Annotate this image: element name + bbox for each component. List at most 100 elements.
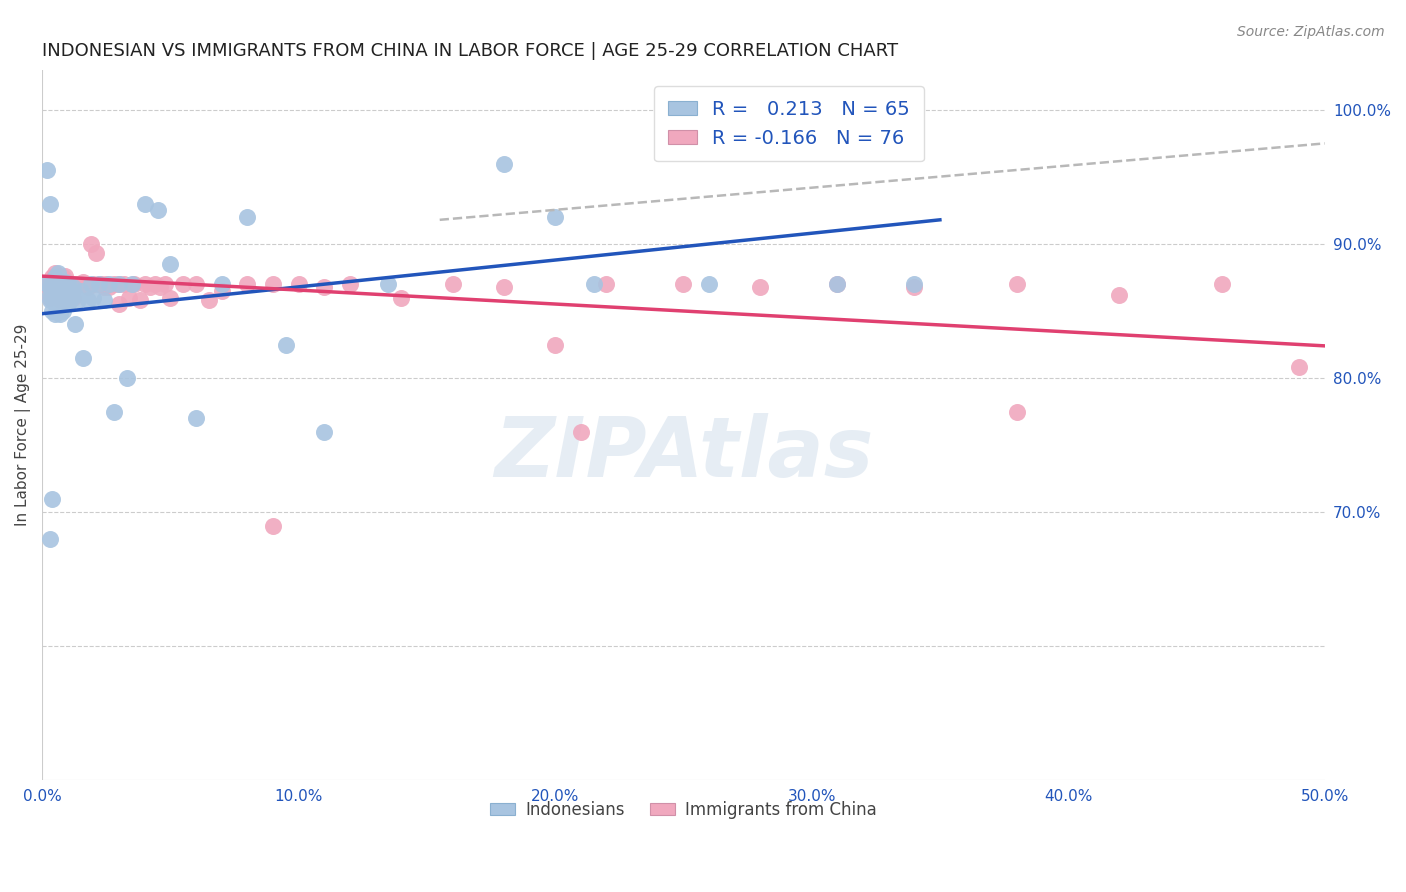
Point [198, 293, 221, 308]
Point [44, 277, 66, 292]
Point [46, 267, 69, 281]
Point [112, 277, 135, 292]
Point [389, 291, 412, 305]
Point [49, 270, 72, 285]
Point [492, 156, 515, 170]
Point [492, 280, 515, 294]
Point [56, 275, 79, 289]
Point [903, 280, 925, 294]
Point [121, 277, 143, 292]
Point [569, 425, 592, 439]
Point [44, 288, 66, 302]
Point [44, 286, 66, 301]
Point [66, 277, 89, 292]
Text: Source: ZipAtlas.com: Source: ZipAtlas.com [1237, 25, 1385, 39]
Point [44, 270, 66, 285]
Point [66, 293, 89, 308]
Point [38, 291, 60, 305]
Point [41, 491, 63, 506]
Point [62, 291, 84, 305]
Point [134, 277, 156, 292]
Point [124, 277, 146, 292]
Point [37, 277, 59, 292]
Point [108, 277, 131, 292]
Point [56, 277, 79, 292]
Point [65, 288, 87, 302]
Point [38, 275, 60, 289]
Point [44, 277, 66, 292]
Point [84, 246, 107, 260]
Point [49, 294, 72, 309]
Point [339, 277, 361, 292]
Point [87, 277, 110, 292]
Point [82, 277, 104, 292]
Point [697, 277, 720, 292]
Point [672, 277, 695, 292]
Point [155, 277, 177, 292]
Point [38, 288, 60, 302]
Point [1211, 277, 1233, 292]
Point [38, 280, 60, 294]
Point [49, 275, 72, 289]
Point [103, 404, 125, 418]
Point [49, 307, 72, 321]
Point [134, 196, 156, 211]
Point [41, 284, 63, 298]
Point [46, 300, 69, 314]
Point [38, 293, 60, 308]
Point [159, 257, 181, 271]
Point [211, 284, 233, 298]
Point [749, 280, 772, 294]
Point [46, 291, 69, 305]
Point [87, 277, 110, 292]
Point [38, 196, 60, 211]
Point [115, 371, 138, 385]
Point [77, 293, 100, 308]
Point [97, 277, 120, 292]
Point [41, 270, 63, 285]
Point [59, 293, 82, 308]
Legend: Indonesians, Immigrants from China: Indonesians, Immigrants from China [484, 794, 883, 825]
Point [441, 277, 464, 292]
Point [274, 337, 297, 351]
Point [77, 280, 100, 294]
Point [46, 269, 69, 284]
Point [38, 532, 60, 546]
Point [93, 293, 115, 308]
Point [103, 277, 125, 292]
Point [96, 277, 118, 292]
Point [46, 291, 69, 305]
Point [544, 337, 567, 351]
Point [53, 291, 76, 305]
Point [41, 275, 63, 289]
Point [46, 280, 69, 294]
Point [93, 280, 115, 294]
Point [53, 280, 76, 294]
Point [262, 518, 284, 533]
Point [262, 277, 284, 292]
Point [37, 277, 59, 292]
Point [184, 411, 207, 425]
Point [903, 277, 925, 292]
Point [37, 163, 59, 178]
Point [1288, 360, 1310, 375]
Point [53, 269, 76, 284]
Point [1005, 277, 1028, 292]
Point [44, 267, 66, 281]
Point [211, 277, 233, 292]
Point [65, 280, 87, 294]
Point [149, 280, 172, 294]
Point [314, 280, 336, 294]
Point [52, 280, 75, 294]
Point [314, 425, 336, 439]
Point [80, 236, 103, 251]
Point [582, 277, 605, 292]
Point [49, 293, 72, 308]
Point [53, 293, 76, 308]
Point [287, 277, 309, 292]
Point [72, 351, 94, 365]
Point [56, 297, 79, 311]
Point [90, 277, 112, 292]
Point [97, 280, 120, 294]
Point [41, 293, 63, 308]
